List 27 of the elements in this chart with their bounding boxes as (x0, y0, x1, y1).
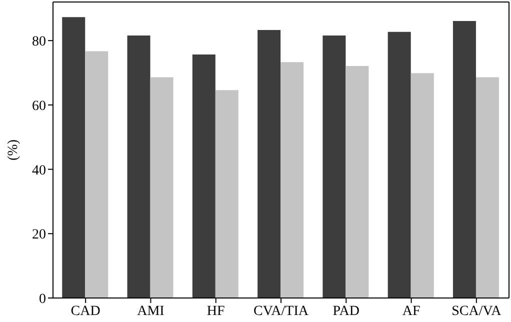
bar (192, 54, 216, 298)
y-tick-label: 60 (32, 98, 46, 114)
bar (388, 32, 411, 298)
bar (280, 62, 304, 298)
bar (258, 30, 281, 298)
bar (346, 66, 369, 298)
x-tick-label: SCA/VA (452, 304, 502, 319)
bar (85, 51, 108, 298)
bar (476, 77, 499, 298)
bar (215, 90, 238, 298)
bar (410, 73, 434, 298)
y-axis-title: (%) (6, 139, 21, 160)
x-tick-label: CAD (70, 304, 100, 319)
bar (322, 35, 346, 298)
x-tick-label: AMI (137, 304, 165, 319)
bar (127, 35, 150, 298)
bar (62, 17, 86, 298)
y-tick-label: 0 (39, 292, 46, 307)
y-tick-label: 20 (32, 228, 46, 243)
y-tick-label: 40 (32, 163, 46, 178)
bar (452, 20, 476, 298)
bar (150, 77, 174, 298)
y-tick-label: 80 (32, 34, 46, 50)
x-tick-label: HF (206, 304, 226, 319)
x-tick-label: AF (402, 304, 420, 319)
x-tick-label: PAD (332, 304, 360, 319)
x-tick-label: CVA/TIA (254, 304, 310, 319)
